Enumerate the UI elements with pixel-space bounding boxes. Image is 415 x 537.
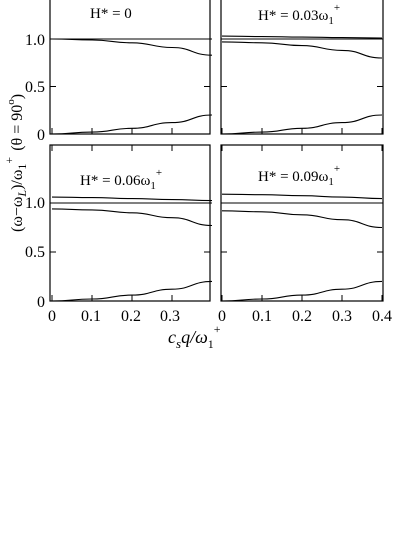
x-axis-label-s: s — [176, 336, 181, 351]
y-axis-label-sup: + — [2, 157, 16, 164]
panel-label-bottom-left-sub: 1 — [150, 180, 156, 192]
panel-label-top-right: H* = 0.03ω1+ — [258, 2, 340, 27]
panel-label-top-left: H* = 0 — [90, 6, 132, 22]
panel-label-top-right-sup: + — [334, 2, 340, 14]
x-axis-label-c: c — [168, 327, 176, 347]
xtick-label-right-0.3: 0.3 — [332, 308, 352, 325]
panel-label-bottom-left-main: H* = 0.06ω — [80, 173, 151, 189]
panel-label-bottom-left-sup: + — [156, 167, 162, 179]
panel-label-bottom-right-sub: 1 — [328, 176, 334, 188]
y-axis-label-open: (ω−ω — [9, 197, 26, 232]
panel-label-bottom-right: H* = 0.09ω1+ — [258, 163, 340, 188]
ytick-label-top-1.0: 1.0 — [25, 32, 45, 49]
panel-label-bottom-right-sup: + — [334, 163, 340, 175]
panel-label-top-right-main: H* = 0.03ω — [258, 8, 329, 24]
y-axis-label: (ω−ωL)/ω1+ (θ = 90o) — [2, 94, 29, 232]
panel-curves-bottom-right — [221, 193, 383, 302]
curve-bottom-right-0 — [221, 193, 383, 200]
xtick-label-left-0: 0 — [48, 308, 56, 325]
xtick-label-left-0.2: 0.2 — [121, 308, 141, 325]
y-axis-label-close: ) — [9, 94, 26, 99]
curve-top-right-0 — [221, 35, 383, 39]
x-axis-label-sup: + — [214, 322, 221, 336]
panel-frame-bottom-left — [49, 144, 211, 302]
y-axis-label-theta: (θ = 90 — [9, 105, 26, 151]
curve-bottom-left-2 — [51, 208, 213, 227]
y-axis-label-sub1: 1 — [15, 164, 29, 170]
x-axis-label-sub1: 1 — [208, 337, 214, 351]
y-axis-label-L: L — [15, 190, 29, 198]
curve-bottom-left-0 — [51, 196, 213, 202]
x-axis-label-q: q/ω — [181, 327, 208, 347]
panel-curves-top-right — [221, 35, 383, 135]
y-axis-label-deg: o — [5, 99, 17, 105]
xtick-label-right-0.1: 0.1 — [252, 308, 272, 325]
ticks — [50, 38, 383, 302]
curve-top-left-1 — [51, 38, 213, 56]
panel-label-bottom-left: H* = 0.06ω1+ — [80, 167, 162, 192]
xtick-label-right-0: 0 — [218, 308, 226, 325]
ytick-label-bottom-0: 0 — [37, 294, 45, 311]
curve-top-right-2 — [221, 41, 383, 59]
xtick-label-right-0.4: 0.4 — [372, 308, 392, 325]
panel-frame-top-left — [49, 0, 211, 135]
ytick-label-bottom-1.0: 1.0 — [25, 195, 45, 212]
y-axis-label-mid: )/ω — [9, 170, 26, 190]
ytick-label-top-0.5: 0.5 — [25, 79, 45, 96]
xtick-label-right-0.2: 0.2 — [292, 308, 312, 325]
xtick-label-left-0.3: 0.3 — [160, 308, 180, 325]
ytick-label-bottom-0.5: 0.5 — [25, 244, 45, 261]
x-axis-label: csq/ω1+ — [168, 322, 221, 351]
ytick-label-top-0: 0 — [37, 127, 45, 144]
panel-curves-top-left — [51, 38, 213, 135]
panel-label-bottom-right-main: H* = 0.09ω — [258, 169, 329, 185]
curve-bottom-right-2 — [221, 210, 383, 229]
xtick-label-left-0.1: 0.1 — [81, 308, 101, 325]
panel-label-top-right-sub: 1 — [328, 15, 334, 27]
panel-curves-bottom-left — [51, 196, 213, 302]
